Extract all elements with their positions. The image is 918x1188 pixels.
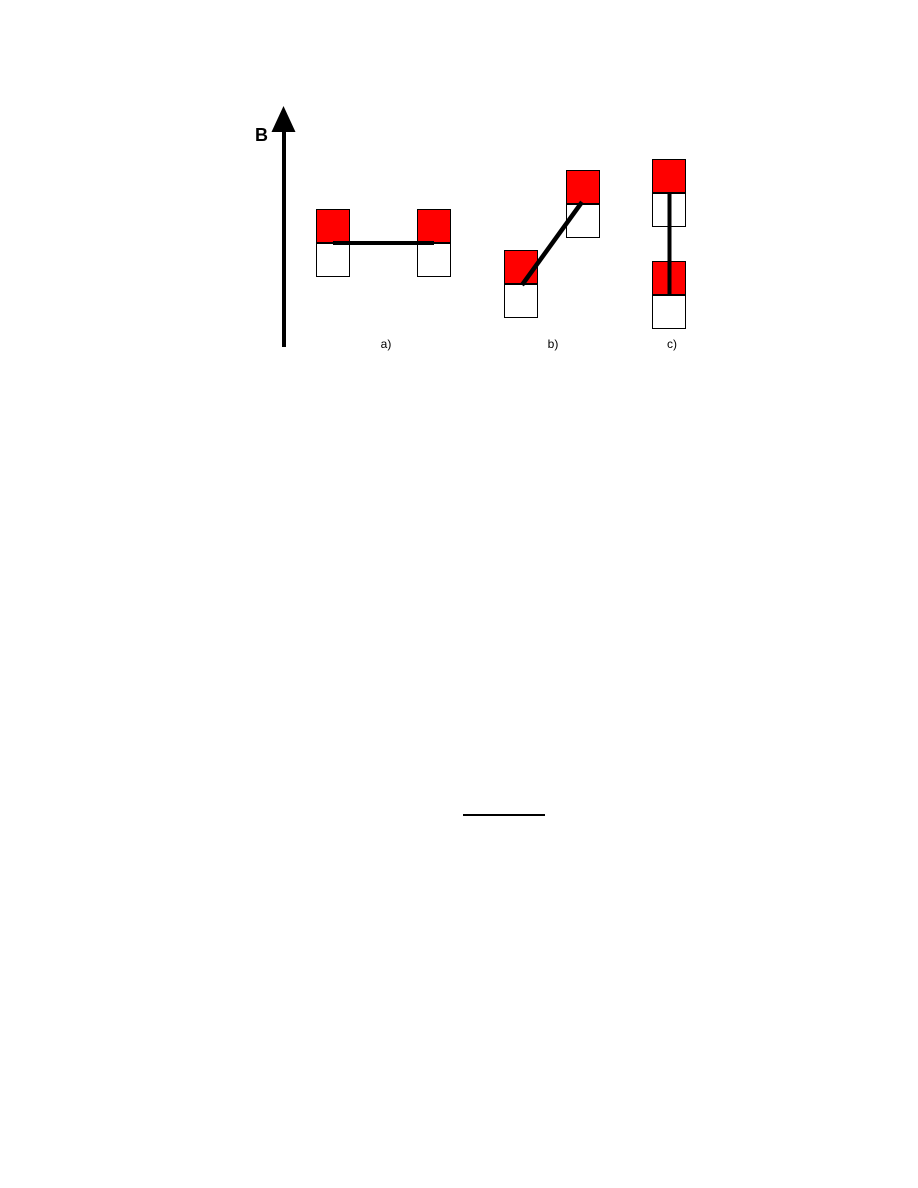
north-pole: [652, 159, 686, 193]
magnet-b-upper: [566, 170, 600, 238]
south-pole: [566, 204, 600, 238]
config-label-b: b): [547, 337, 559, 351]
magnet-a-left: [316, 209, 350, 277]
footnote-separator: [463, 814, 545, 816]
north-pole: [652, 261, 686, 295]
b-field-arrowhead-icon: [271, 106, 296, 132]
config-label-a: a): [380, 337, 392, 351]
magnet-a-right: [417, 209, 451, 277]
south-pole: [504, 284, 538, 318]
north-pole: [504, 250, 538, 284]
north-pole: [566, 170, 600, 204]
south-pole: [417, 243, 451, 277]
north-pole: [316, 209, 350, 243]
magnet-c-bottom: [652, 261, 686, 329]
b-field-label: B: [255, 125, 268, 145]
north-pole: [417, 209, 451, 243]
south-pole: [316, 243, 350, 277]
south-pole: [652, 295, 686, 329]
config-label-c: c): [667, 337, 677, 351]
magnet-c-top: [652, 159, 686, 227]
magnet-b-lower: [504, 250, 538, 318]
south-pole: [652, 193, 686, 227]
